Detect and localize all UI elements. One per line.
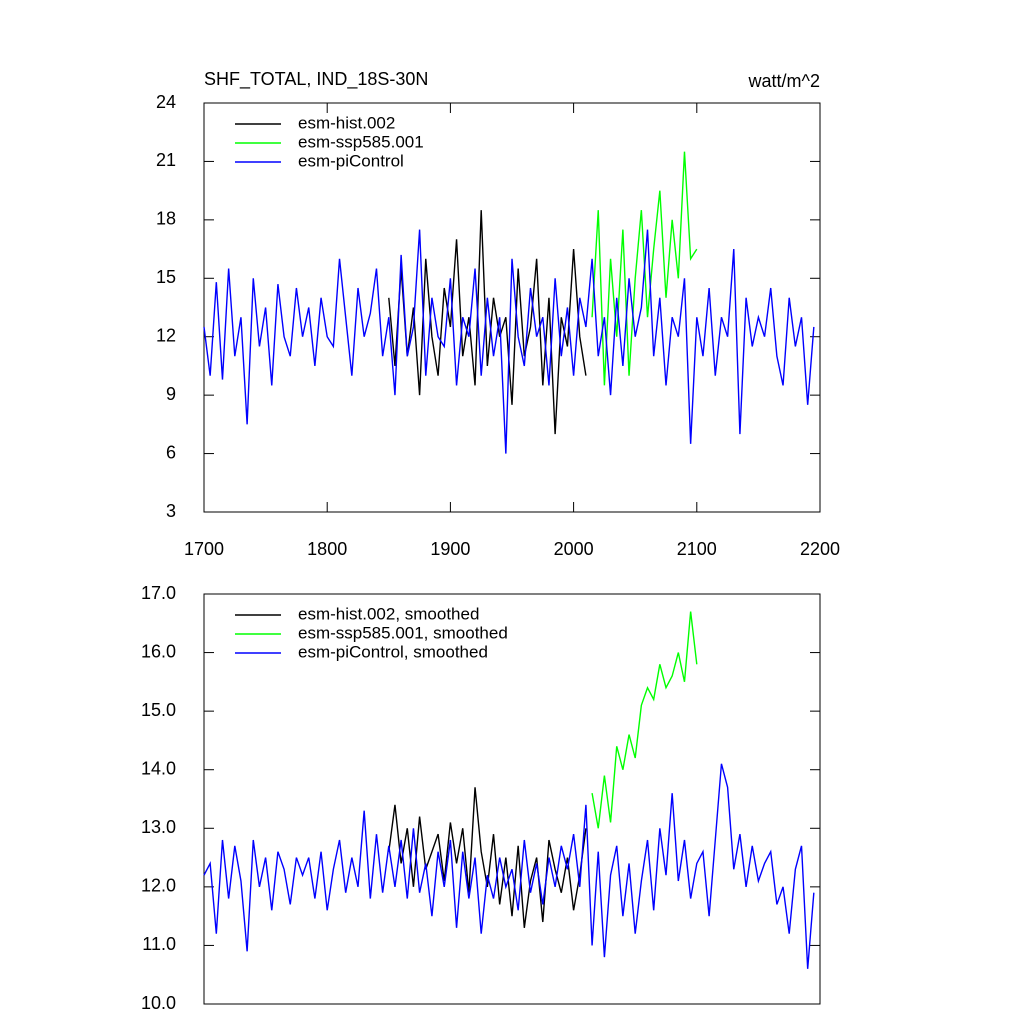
y-tick-label: 24 — [156, 92, 176, 112]
y-tick-label: 10.0 — [141, 993, 176, 1013]
y-tick-label: 18 — [156, 209, 176, 229]
y-tick-label: 15.0 — [141, 700, 176, 720]
y-tick-label: 21 — [156, 150, 176, 170]
y-tick-label: 16.0 — [141, 641, 176, 661]
legend-label: esm-piControl — [298, 151, 404, 170]
series-line — [203, 763, 815, 969]
y-tick-label: 17.0 — [141, 583, 176, 603]
x-tick-label: 1900 — [430, 539, 470, 559]
y-tick-label: 11.0 — [142, 934, 176, 954]
series-line — [388, 787, 587, 928]
x-tick-label: 1700 — [184, 539, 224, 559]
plot-frame — [203, 593, 821, 1005]
chart-title: SHF_TOTAL, IND_18S-30N — [204, 69, 428, 90]
legend-label: esm-hist.002 — [298, 113, 395, 132]
y-tick-label: 12.0 — [141, 876, 176, 896]
y-tick-label: 9 — [166, 384, 176, 404]
x-tick-label: 2100 — [677, 539, 717, 559]
x-tick-label: 1800 — [307, 539, 347, 559]
legend-label: esm-piControl, smoothed — [298, 642, 488, 661]
y-tick-label: 15 — [156, 267, 176, 287]
plot-frame — [203, 102, 821, 513]
x-tick-label: 2000 — [554, 539, 594, 559]
y-tick-label: 13.0 — [141, 817, 176, 837]
legend-label: esm-ssp585.001 — [298, 132, 424, 151]
y-tick-label: 12 — [156, 325, 176, 345]
units-label: watt/m^2 — [748, 71, 820, 91]
x-tick-label: 2200 — [800, 539, 840, 559]
legend-label: esm-hist.002, smoothed — [298, 604, 479, 623]
series-line — [591, 611, 698, 829]
y-tick-label: 3 — [166, 501, 176, 521]
series-line — [203, 229, 815, 454]
y-tick-label: 14.0 — [141, 758, 176, 778]
y-tick-label: 6 — [166, 442, 176, 462]
legend-label: esm-ssp585.001, smoothed — [298, 623, 508, 642]
series-line — [388, 210, 587, 435]
